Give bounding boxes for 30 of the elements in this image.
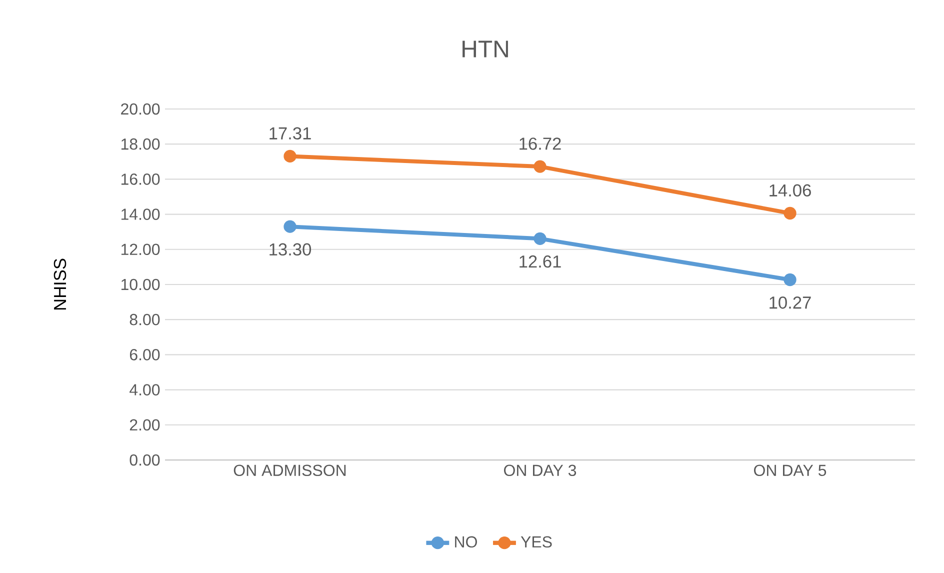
chart-title: HTN [462, 40, 508, 58]
legend-label: YES [520, 536, 552, 548]
y-tick-label: 8.00 [130, 314, 160, 326]
y-tick-label: 12.00 [121, 244, 160, 256]
y-tick-label: 14.00 [121, 208, 160, 220]
y-tick-label: 10.00 [121, 278, 160, 290]
point [284, 150, 296, 163]
y-tick-label: 18.00 [121, 138, 160, 150]
point [534, 232, 546, 246]
y-tick-label: 16.00 [121, 174, 160, 185]
point [784, 273, 796, 286]
x-tick-label: ON DAY 5 [754, 464, 826, 476]
x-tick-label: ON DAY 3 [504, 464, 576, 476]
y-tick-label: 6.00 [130, 349, 160, 360]
y-tick-label: 4.00 [130, 384, 160, 396]
y-tick-label: 0.00 [130, 454, 160, 466]
data-label: 12.61 [520, 255, 561, 268]
data-label: 13.30 [270, 243, 312, 256]
y-axis-title: NHISS [54, 258, 66, 310]
point [534, 160, 546, 173]
y-tick-label: 20.00 [121, 103, 160, 115]
data-label: 14.06 [770, 184, 811, 197]
data-label: 16.72 [520, 138, 561, 150]
data-label: 17.31 [270, 127, 311, 140]
x-tick-label: ON ADMISSON [234, 464, 346, 476]
y-tick-label: 2.00 [130, 419, 160, 431]
data-label: 10.27 [770, 296, 811, 309]
legend-label: NO [455, 536, 477, 548]
point [784, 206, 796, 220]
point [284, 220, 296, 233]
